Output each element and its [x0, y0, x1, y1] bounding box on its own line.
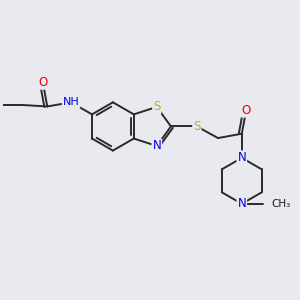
- Text: O: O: [242, 104, 251, 117]
- Text: S: S: [153, 100, 160, 113]
- Text: S: S: [193, 120, 201, 133]
- Text: O: O: [38, 76, 47, 89]
- Text: NH: NH: [63, 97, 80, 107]
- Text: N: N: [152, 140, 161, 152]
- Text: N: N: [237, 197, 246, 210]
- Text: N: N: [237, 152, 246, 164]
- Text: CH₃: CH₃: [272, 199, 291, 209]
